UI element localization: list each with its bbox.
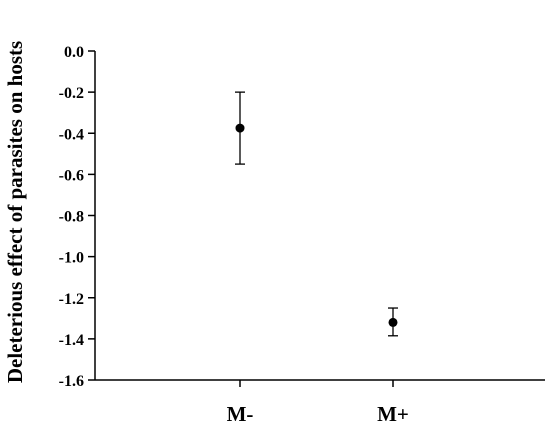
x-category-label: M- xyxy=(227,402,254,426)
y-tick-label: 0.0 xyxy=(64,44,84,61)
y-tick-label: -0.2 xyxy=(59,85,84,102)
data-point xyxy=(235,123,245,133)
y-tick-label: -1.6 xyxy=(59,373,84,390)
y-tick-label: -0.8 xyxy=(59,209,84,226)
y-axis-title: Deleterious effect of parasites on hosts xyxy=(3,41,27,383)
data-point xyxy=(388,317,398,327)
y-tick-label: -0.4 xyxy=(59,126,84,143)
y-tick-label: -0.6 xyxy=(59,167,84,184)
y-tick-label: -1.4 xyxy=(59,332,84,349)
y-tick-label: -1.0 xyxy=(59,250,84,267)
x-categories: M- M+ xyxy=(227,380,409,426)
axes xyxy=(94,51,545,381)
y-ticks: 0.0 -0.2 -0.4 -0.6 -0.8 -1.0 -1.2 -1.4 -1.6 xyxy=(59,44,95,390)
y-tick-label: -1.2 xyxy=(59,291,84,308)
data-marks xyxy=(235,91,398,337)
x-category-label: M+ xyxy=(377,402,409,426)
